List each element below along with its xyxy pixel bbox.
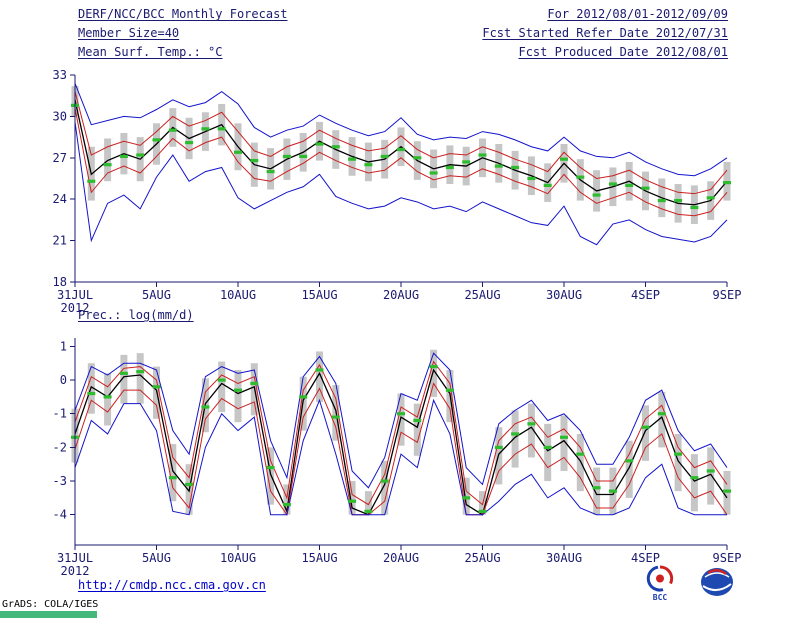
temperature-y-tick-label: 18: [53, 275, 67, 289]
precipitation-spread-bar: [707, 447, 715, 505]
temperature-x-tick-label: 4SEP: [631, 288, 660, 302]
temperature-x-tick-label: 20AUG: [383, 288, 419, 302]
precipitation-spread-bar: [462, 477, 470, 515]
precipitation-lower-quartile-line: [74, 382, 728, 517]
precipitation-spread-bar: [218, 361, 226, 413]
bcc-logo-label: BCC: [653, 593, 668, 602]
precipitation-spread-bar: [674, 433, 682, 492]
temp-chart-title: Mean Surf. Temp.: °C: [78, 45, 223, 59]
precipitation-x-tick-label: 31JUL: [57, 551, 93, 565]
precipitation-spread-bar: [234, 369, 242, 423]
precipitation-spread-bar: [576, 433, 584, 492]
precipitation-spread-bar: [364, 491, 372, 515]
precipitation-spread-bar: [560, 415, 568, 471]
ncc-logo: [701, 568, 733, 596]
grads-credit: GrADS: COLA/IGES: [2, 599, 99, 610]
temperature-y-tick-label: 21: [53, 234, 67, 248]
precipitation-x-tick-label: 9SEP: [713, 551, 742, 565]
temperature-x-tick-label: 15AUG: [301, 288, 337, 302]
page-title: DERF/NCC/BCC Monthly Forecast: [78, 7, 288, 21]
prec-chart-title: Prec.: log(mm/d): [78, 308, 194, 322]
precipitation-spread-bar: [658, 391, 666, 448]
precipitation-x-tick-label: 5AUG: [142, 551, 171, 565]
temperature-x-tick-label: 30AUG: [546, 288, 582, 302]
precipitation-y-tick-label: 1: [60, 339, 67, 353]
header-right: For 2012/08/01-2012/09/09 Fcst Started R…: [482, 5, 728, 62]
temperature-lower-quartile-line: [74, 108, 728, 217]
precipitation-spread-bar: [316, 351, 323, 402]
temperature-x-tick-label: 5AUG: [142, 288, 171, 302]
precipitation-x-year-label: 2012: [61, 564, 90, 578]
precipitation-y-tick-label: -1: [53, 407, 67, 421]
precipitation-spread-bar: [511, 410, 519, 468]
precipitation-x-tick-label: 25AUG: [464, 551, 500, 565]
precipitation-spread-bar: [136, 353, 144, 404]
bcc-logo: BCC: [646, 565, 674, 602]
precipitation-spread-bar: [120, 354, 128, 404]
ncc-globe-icon: [701, 568, 733, 596]
precipitation-upper-quartile-line: [74, 360, 728, 506]
refer-date-label: Fcst Started Refer Date 2012/07/31: [482, 26, 728, 40]
precipitation-y-tick-label: -3: [53, 474, 67, 488]
precipitation-spread-bar: [348, 481, 356, 515]
precipitation-spread-bar: [413, 403, 421, 456]
precipitation-spread-bar: [283, 484, 291, 515]
temperature-upper-quartile-line: [74, 91, 728, 195]
precipitation-spread-bar: [723, 470, 731, 515]
precipitation-ensemble-max-line: [74, 352, 728, 489]
source-url-link[interactable]: http://cmdp.ncc.cma.gov.cn: [78, 578, 266, 592]
temperature-x-year-label: 2012: [61, 301, 90, 315]
precipitation-spread-bar: [527, 403, 535, 458]
temperature-ensemble-min-line: [74, 121, 728, 246]
precipitation-x-tick-label: 15AUG: [301, 551, 337, 565]
temperature-x-tick-label: 31JUL: [57, 288, 93, 302]
precipitation-spread-bar: [642, 405, 649, 461]
precipitation-spread-bar: [104, 373, 112, 426]
temperature-y-tick-label: 27: [53, 151, 67, 165]
temperature-x-tick-label: 9SEP: [713, 288, 742, 302]
member-size-label: Member Size=40: [78, 26, 180, 40]
header-left: DERF/NCC/BCC Monthly Forecast Member Siz…: [78, 5, 288, 62]
precipitation-spread-bar: [625, 440, 633, 498]
temperature-x-tick-label: 25AUG: [464, 288, 500, 302]
footer-green-bar: [0, 611, 97, 618]
produced-date-label: Fcst Produced Date 2012/08/01: [518, 45, 728, 59]
forecast-range-label: For 2012/08/01-2012/09/09: [547, 7, 728, 21]
precipitation-chart: -4 -3 -2 -1 0 1 31JUL 5AUG 10AUG 15AUG 20AUG 25AUG 3…: [53, 338, 742, 578]
temperature-ensemble-mean-line: [74, 99, 728, 206]
precipitation-x-tick-label: 4SEP: [631, 551, 660, 565]
precipitation-ensemble-mean-line: [74, 368, 728, 516]
precipitation-spread-bar: [169, 444, 177, 502]
temperature-chart: 18 21 24 27 30 33 31JUL 5AUG 10AUG 15AUG 20AUG 25AU…: [53, 68, 742, 315]
temperature-x-tick-label: 10AUG: [220, 288, 256, 302]
precipitation-spread-bar: [593, 467, 601, 515]
precipitation-x-tick-label: 20AUG: [383, 551, 419, 565]
precipitation-spread-bar: [381, 460, 389, 515]
precipitation-y-tick-label: 0: [60, 373, 67, 387]
precipitation-ensemble-min-line: [74, 398, 727, 516]
precipitation-spread-bar: [690, 454, 698, 512]
precipitation-y-tick-label: -4: [53, 508, 67, 522]
precipitation-x-tick-label: 30AUG: [546, 551, 582, 565]
precipitation-x-tick-label: 10AUG: [220, 551, 256, 565]
precipitation-y-tick-label: -2: [53, 440, 67, 454]
bcc-emblem-icon: [646, 565, 674, 592]
precipitation-spread-bar: [430, 349, 438, 397]
precipitation-spread-bar: [267, 447, 275, 505]
precipitation-spread-bar: [544, 423, 552, 482]
temperature-y-tick-label: 24: [53, 192, 67, 206]
temperature-y-tick-label: 33: [53, 68, 67, 82]
temperature-y-tick-label: 30: [53, 109, 67, 123]
temperature-ensemble-max-line: [74, 83, 728, 177]
